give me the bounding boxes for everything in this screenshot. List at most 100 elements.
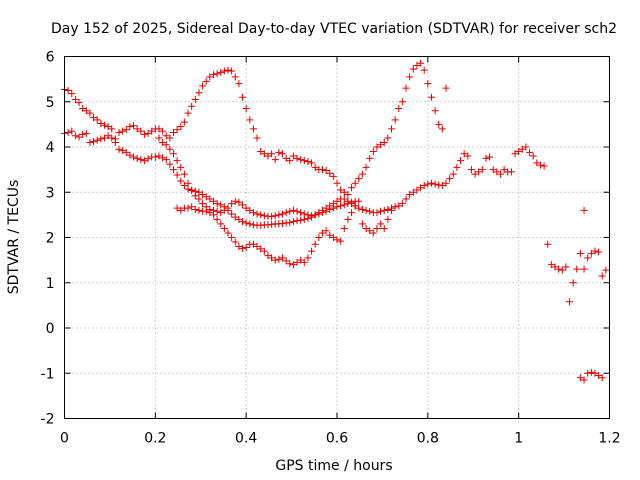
data-point (362, 224, 370, 232)
data-point (177, 206, 185, 214)
data-point (86, 109, 94, 117)
data-point (249, 125, 257, 133)
data-point (202, 207, 210, 215)
data-point (322, 227, 330, 235)
data-point (366, 207, 374, 215)
data-point (297, 209, 305, 217)
data-point (199, 82, 207, 90)
data-point (540, 162, 548, 170)
data-point (257, 148, 265, 156)
data-point (100, 134, 108, 142)
data-point (184, 185, 192, 193)
data-point (529, 152, 537, 160)
data-point (300, 210, 308, 218)
data-point (199, 200, 207, 208)
data-point (351, 202, 359, 210)
data-point (151, 153, 159, 161)
data-point (373, 143, 381, 151)
data-point (275, 148, 283, 156)
data-point (304, 254, 312, 262)
data-point (344, 191, 352, 199)
data-point (464, 152, 472, 160)
data-point (271, 156, 279, 164)
data-point (300, 157, 308, 165)
data-point (311, 240, 319, 248)
data-point (478, 166, 486, 174)
data-point (409, 188, 417, 196)
data-point (384, 134, 392, 142)
data-point (308, 212, 316, 220)
data-point (409, 65, 417, 73)
data-point (355, 197, 363, 205)
data-point (231, 213, 239, 221)
data-point (555, 265, 563, 273)
data-point (137, 156, 145, 164)
data-point (217, 220, 225, 228)
data-point (289, 261, 297, 269)
data-point (358, 220, 366, 228)
data-point (130, 153, 138, 161)
data-point (148, 127, 156, 135)
data-point (224, 229, 232, 237)
data-point (191, 95, 199, 103)
data-point (547, 261, 555, 269)
data-point (293, 258, 301, 266)
data-point (602, 266, 610, 274)
data-point (86, 138, 94, 146)
data-point (431, 107, 439, 115)
data-point (279, 150, 286, 158)
data-point (173, 204, 181, 212)
data-point (217, 201, 225, 209)
data-point (155, 134, 163, 142)
y-tick-label: 1 (46, 276, 55, 292)
data-point (140, 130, 148, 138)
data-point (170, 150, 177, 158)
data-point (224, 204, 232, 212)
data-point (126, 151, 134, 159)
data-point (420, 181, 428, 189)
data-point (315, 210, 323, 218)
data-point (289, 218, 297, 226)
data-point (206, 195, 214, 203)
data-point (526, 148, 534, 156)
data-point (562, 263, 570, 271)
data-point (598, 272, 606, 280)
data-point (140, 157, 148, 165)
data-point (402, 84, 410, 92)
data-point (253, 210, 261, 218)
data-point (329, 234, 337, 241)
data-point (177, 177, 185, 185)
y-tick-label: 4 (46, 140, 55, 156)
data-point (180, 118, 188, 126)
data-point (275, 211, 283, 219)
data-point (395, 105, 403, 113)
data-point (297, 216, 305, 224)
data-point (391, 116, 399, 124)
data-point (235, 198, 243, 206)
data-point (246, 116, 254, 124)
data-point (188, 203, 196, 211)
data-point (213, 200, 221, 208)
data-point (293, 154, 301, 162)
data-point (93, 136, 101, 144)
data-point (522, 143, 530, 151)
y-axis-label: SDTVAR / TECUs (6, 180, 22, 295)
data-point (242, 204, 250, 212)
data-point (144, 155, 152, 163)
data-point (271, 256, 279, 264)
data-point (431, 180, 439, 188)
data-point (427, 179, 435, 187)
data-point (584, 369, 592, 377)
data-point (82, 107, 90, 115)
data-point (384, 215, 392, 223)
data-point (166, 145, 174, 153)
data-point (289, 206, 297, 214)
data-point (515, 148, 523, 156)
data-point (260, 247, 268, 255)
data-point (373, 224, 381, 232)
data-point (213, 70, 221, 78)
data-point (497, 170, 504, 178)
data-point (340, 201, 348, 209)
data-point (417, 59, 425, 67)
